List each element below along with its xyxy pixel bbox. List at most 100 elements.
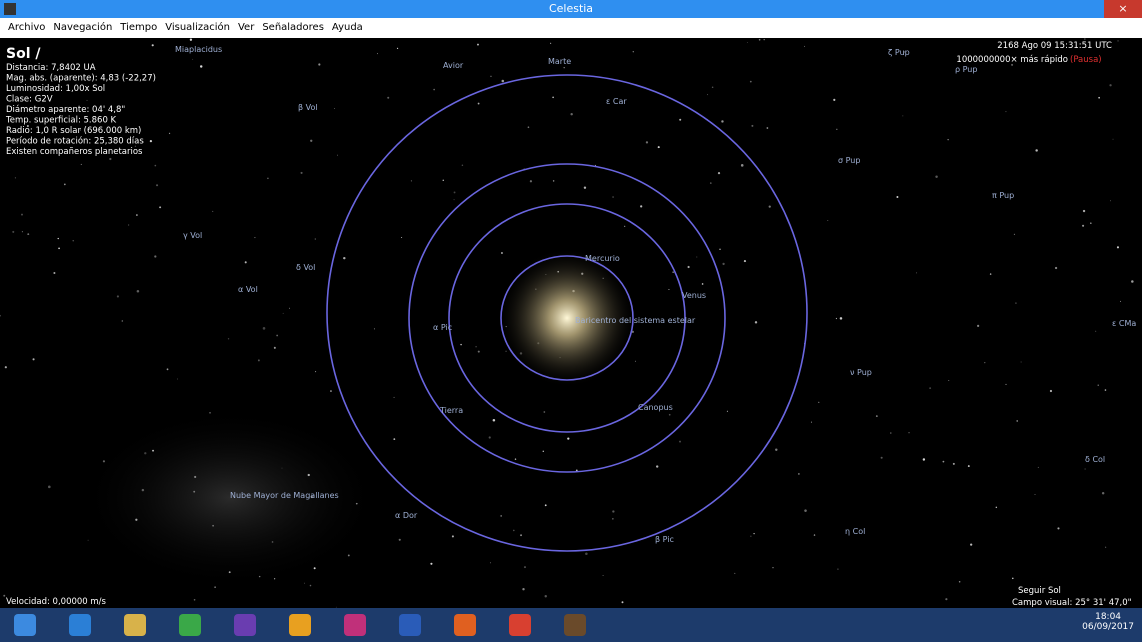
star xyxy=(764,39,765,40)
star xyxy=(688,266,690,268)
star xyxy=(528,126,530,128)
star xyxy=(679,441,681,443)
star xyxy=(612,196,613,197)
star xyxy=(117,295,119,297)
object-label: γ Vol xyxy=(183,231,202,240)
star xyxy=(73,240,74,241)
star xyxy=(585,552,588,555)
star xyxy=(1098,385,1099,386)
star xyxy=(21,214,23,216)
star xyxy=(300,172,302,174)
star xyxy=(401,237,402,238)
object-label: α Vol xyxy=(238,285,258,294)
star xyxy=(1038,467,1039,468)
star xyxy=(258,359,260,361)
star xyxy=(753,533,754,534)
taskbar-icon[interactable] xyxy=(69,614,91,636)
object-label: Miaplacidus xyxy=(175,45,222,54)
star xyxy=(896,196,898,198)
star xyxy=(990,273,991,274)
info-line: Radio: 1,0 R solar (696.000 km) xyxy=(6,126,141,136)
menu-item[interactable]: Archivo xyxy=(8,22,45,33)
object-label: Canopus xyxy=(638,403,673,412)
clock[interactable]: 18:04 06/09/2017 xyxy=(1082,612,1134,632)
star xyxy=(315,238,316,239)
star xyxy=(58,248,60,250)
star xyxy=(702,283,704,285)
star xyxy=(1095,331,1096,332)
star xyxy=(394,397,395,398)
object-label: δ Col xyxy=(1085,455,1105,464)
star xyxy=(545,595,547,597)
star xyxy=(452,535,454,537)
star xyxy=(159,206,161,208)
star xyxy=(318,63,320,65)
star xyxy=(263,327,266,330)
star xyxy=(53,272,55,274)
taskbar-icon[interactable] xyxy=(564,614,586,636)
star xyxy=(543,451,544,452)
star xyxy=(881,457,883,459)
taskbar-icon[interactable] xyxy=(234,614,256,636)
object-label: σ Pup xyxy=(838,156,860,165)
star xyxy=(603,575,604,576)
star xyxy=(15,177,16,178)
star xyxy=(0,315,1,317)
star xyxy=(387,97,389,99)
star xyxy=(22,231,23,232)
star xyxy=(1055,267,1057,269)
star xyxy=(656,465,658,467)
taskbar-icon[interactable] xyxy=(344,614,366,636)
taskbar-icon[interactable] xyxy=(124,614,146,636)
taskbar-icon[interactable] xyxy=(179,614,201,636)
close-button[interactable]: × xyxy=(1104,0,1142,18)
star xyxy=(228,338,229,339)
menu-item[interactable]: Tiempo xyxy=(120,22,157,33)
star xyxy=(454,199,455,200)
star xyxy=(909,432,910,433)
star xyxy=(81,164,82,165)
taskbar-icon[interactable] xyxy=(454,614,476,636)
star xyxy=(27,233,29,235)
object-label: η Col xyxy=(845,527,865,536)
star xyxy=(977,325,979,327)
star xyxy=(953,463,955,465)
star xyxy=(1084,38,1085,39)
star xyxy=(710,182,712,184)
star xyxy=(727,411,728,412)
taskbar-icon[interactable] xyxy=(399,614,421,636)
object-label: ζ Pup xyxy=(888,48,910,57)
star xyxy=(929,387,931,389)
star xyxy=(1105,389,1107,391)
star xyxy=(200,65,202,67)
menu-item[interactable]: Ver xyxy=(238,22,254,33)
star xyxy=(658,146,660,148)
star xyxy=(1014,234,1015,235)
menu-item[interactable]: Señaladores xyxy=(262,22,324,33)
star xyxy=(1118,40,1119,41)
app-icon xyxy=(4,3,16,15)
taskbar-icon[interactable] xyxy=(509,614,531,636)
object-label: ν Pup xyxy=(850,368,872,377)
star xyxy=(283,313,284,314)
star xyxy=(58,238,59,239)
star xyxy=(152,44,154,46)
star xyxy=(169,133,170,134)
velocity: Velocidad: 0,00000 m/s xyxy=(6,597,107,607)
taskbar-icon[interactable] xyxy=(14,614,36,636)
star xyxy=(109,158,111,160)
star xyxy=(890,432,891,433)
menu-item[interactable]: Navegación xyxy=(53,22,112,33)
window-title: Celestia xyxy=(549,2,593,15)
object-name: Sol / xyxy=(6,46,41,62)
taskbar-icon[interactable] xyxy=(289,614,311,636)
star xyxy=(570,113,572,115)
star xyxy=(553,180,555,182)
info-line: Distancia: 7,8402 UA xyxy=(6,63,96,73)
star xyxy=(397,48,398,49)
menu-item[interactable]: Ayuda xyxy=(332,22,363,33)
menu-item[interactable]: Visualización xyxy=(165,22,230,33)
star xyxy=(460,344,461,345)
star xyxy=(433,89,435,91)
clock-time: 18:04 xyxy=(1082,612,1134,622)
